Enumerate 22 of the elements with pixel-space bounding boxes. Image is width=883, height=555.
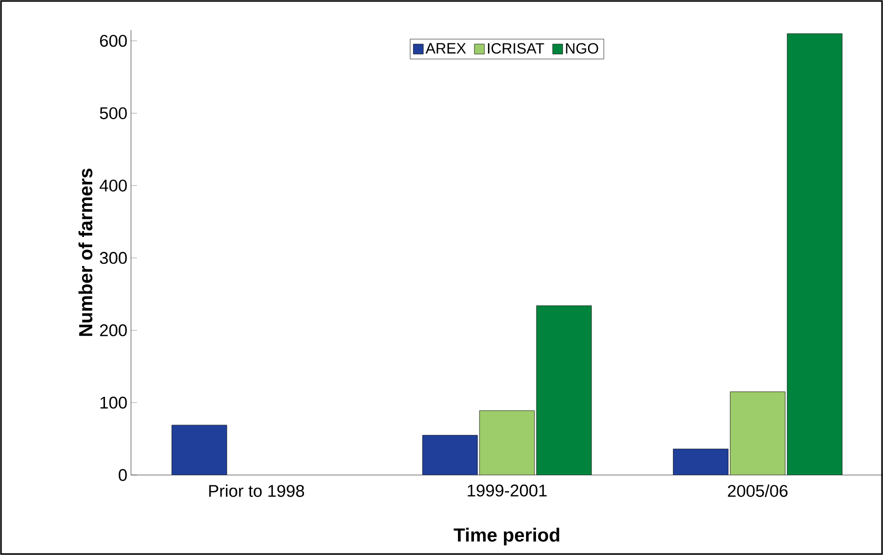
y-axis-title: Number of farmers [78,168,92,336]
legend-label: ICRISAT [488,43,544,54]
bar [730,392,786,475]
bar [422,435,478,475]
bar [786,33,842,475]
bar [536,306,592,475]
bar [480,410,535,475]
bar [672,448,728,475]
y-tick-label: 600 [100,34,127,47]
y-tick-label: 200 [100,324,127,336]
y-tick-label: 0 [118,469,127,481]
y-tick-label: 300 [100,252,127,264]
y-tick-label: 500 [100,107,127,120]
legend-label: NGO [566,43,598,54]
legend-label: AREX [426,43,466,54]
y-tick-label: 100 [100,396,127,409]
x-tick-label: 1999-2001 [468,484,547,497]
x-axis-title: Time period [454,528,560,546]
y-tick-label: 400 [100,180,127,192]
x-tick-label: Prior to 1998 [209,484,304,497]
bar [172,425,227,475]
x-tick-label: 2005/06 [728,484,788,497]
